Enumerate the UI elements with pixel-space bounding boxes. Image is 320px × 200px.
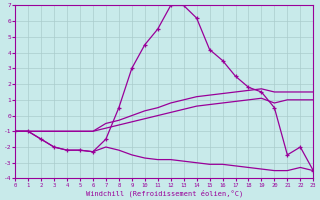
- X-axis label: Windchill (Refroidissement éolien,°C): Windchill (Refroidissement éolien,°C): [85, 189, 243, 197]
